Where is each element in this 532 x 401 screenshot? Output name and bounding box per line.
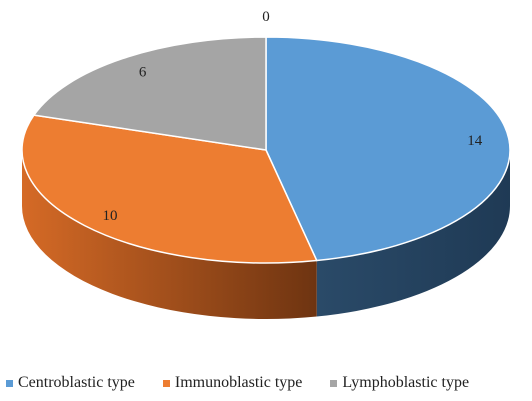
legend-swatch-immunoblastic: [162, 379, 170, 387]
data-labels: 14 10 6 0: [103, 9, 483, 224]
data-label-immunoblastic: 10: [103, 208, 118, 224]
pie-side-centroblastic: [316, 150, 510, 317]
legend-swatch-centroblastic: [6, 379, 13, 387]
data-label-centroblastic: 14: [467, 133, 483, 149]
pie-slice-centroblastic: [265, 36, 511, 262]
pie-slices: [21, 36, 511, 264]
data-label-lymphoblastic: 6: [139, 64, 147, 80]
legend-item-centroblastic: Centroblastic type: [6, 374, 135, 392]
legend: Centroblastic type Immunoblastic type Ly…: [6, 374, 532, 392]
legend-item-immunoblastic: Immunoblastic type: [162, 374, 303, 392]
pie-sides: [22, 150, 510, 319]
legend-swatch-lymphoblastic: [330, 379, 338, 387]
pie-slice-immunoblastic: [21, 114, 318, 264]
pie-side-immunoblastic: [22, 150, 317, 319]
legend-label-centroblastic: Centroblastic type: [18, 374, 135, 391]
legend-item-lymphoblastic: Lymphoblastic type: [330, 374, 469, 392]
data-label-empty: 0: [262, 9, 270, 25]
legend-label-immunoblastic: Immunoblastic type: [174, 374, 303, 391]
pie-slice-lymphoblastic: [33, 36, 267, 151]
legend-label-lymphoblastic: Lymphoblastic type: [342, 374, 470, 391]
